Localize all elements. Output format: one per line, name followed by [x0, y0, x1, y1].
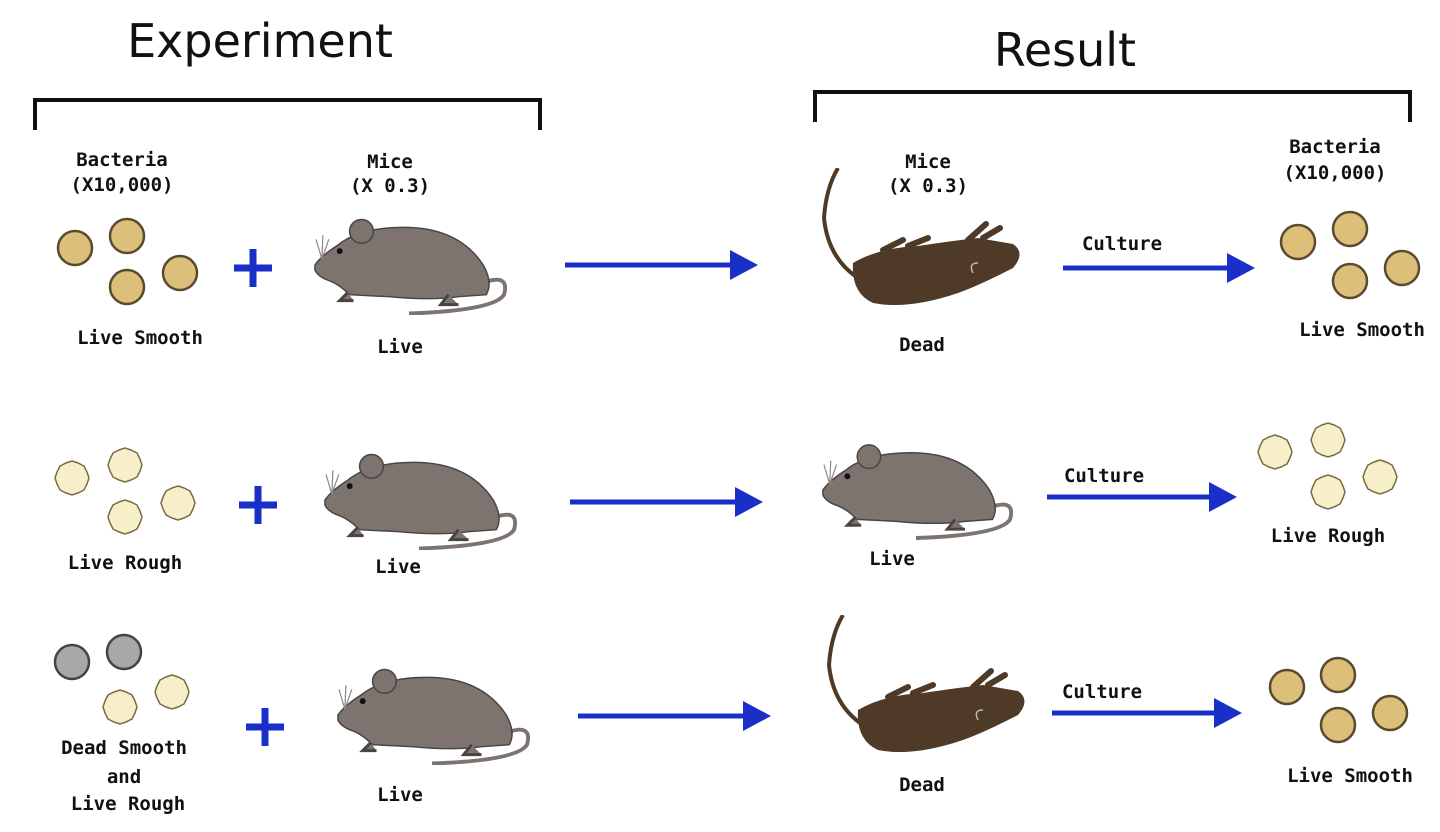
- live-mouse-icon: [335, 667, 531, 765]
- result-mice-scale-label: (X 0.3): [888, 175, 968, 197]
- plus-icon: [239, 486, 277, 524]
- experiment-heading: Experiment: [127, 14, 393, 68]
- bacteria-column-label: Bacteria: [76, 149, 168, 171]
- result-mice-column-label: Mice: [905, 151, 951, 173]
- plus-icon: [234, 249, 272, 287]
- plus-icon: [246, 708, 284, 746]
- result-heading: Result: [994, 23, 1136, 77]
- bacteria-scale-label: (X10,000): [71, 174, 174, 196]
- mouse-out-label: Dead: [899, 334, 945, 356]
- culture-arrow-icon: [1052, 698, 1242, 728]
- culture-label: Culture: [1062, 681, 1142, 703]
- result-bracket: [813, 90, 1412, 122]
- row-3: Dead Smooth and Live Rough Live Dead Cul…: [53, 615, 1413, 815]
- arrow-icon: [570, 487, 763, 517]
- culture-arrow-icon: [1063, 253, 1255, 283]
- row-2: Live Rough Live Live Culture Live Rough: [54, 422, 1398, 578]
- bacteria-label-line-3: Live Rough: [71, 793, 185, 815]
- experiment-bracket: [33, 98, 542, 130]
- dead-mouse-icon: [829, 615, 1025, 752]
- arrow-icon: [578, 701, 771, 731]
- mouse-out-label: Live: [869, 548, 915, 570]
- mice-column-label: Mice: [367, 151, 413, 173]
- result-bacteria-group: [1268, 656, 1409, 744]
- culture-label: Culture: [1082, 233, 1162, 255]
- result-bacteria-scale-label: (X10,000): [1284, 162, 1387, 184]
- live-rough-bacteria-group: [54, 447, 196, 535]
- live-smooth-bacteria-group: [56, 217, 199, 306]
- bacteria-label-line-2: and: [107, 766, 141, 788]
- mouse-out-label: Dead: [899, 774, 945, 796]
- result-bacteria-group: [1257, 422, 1398, 510]
- live-mouse-icon: [322, 452, 518, 550]
- mouse-in-label: Live: [377, 784, 423, 806]
- mouse-in-label: Live: [375, 556, 421, 578]
- bacteria-label-line-1: Dead Smooth: [61, 737, 187, 759]
- bacteria-label: Live Rough: [68, 552, 182, 574]
- result-bacteria-column-label: Bacteria: [1289, 136, 1381, 158]
- bacteria-label: Live Smooth: [77, 327, 203, 349]
- culture-label: Culture: [1064, 465, 1144, 487]
- result-bacteria-group: [1279, 210, 1421, 300]
- row-1: Live Smooth Live Dead Culture Live Smoot…: [56, 168, 1425, 358]
- dead-smooth-and-live-rough-bacteria-group: [53, 633, 190, 725]
- mouse-in-label: Live: [377, 336, 423, 358]
- result-label: Live Smooth: [1287, 765, 1413, 787]
- result-label: Live Rough: [1271, 525, 1385, 547]
- result-label: Live Smooth: [1299, 319, 1425, 341]
- live-mouse-icon: [820, 442, 1014, 540]
- mice-scale-label: (X 0.3): [350, 175, 430, 197]
- culture-arrow-icon: [1047, 482, 1237, 512]
- arrow-icon: [565, 250, 758, 280]
- live-mouse-icon: [312, 217, 508, 315]
